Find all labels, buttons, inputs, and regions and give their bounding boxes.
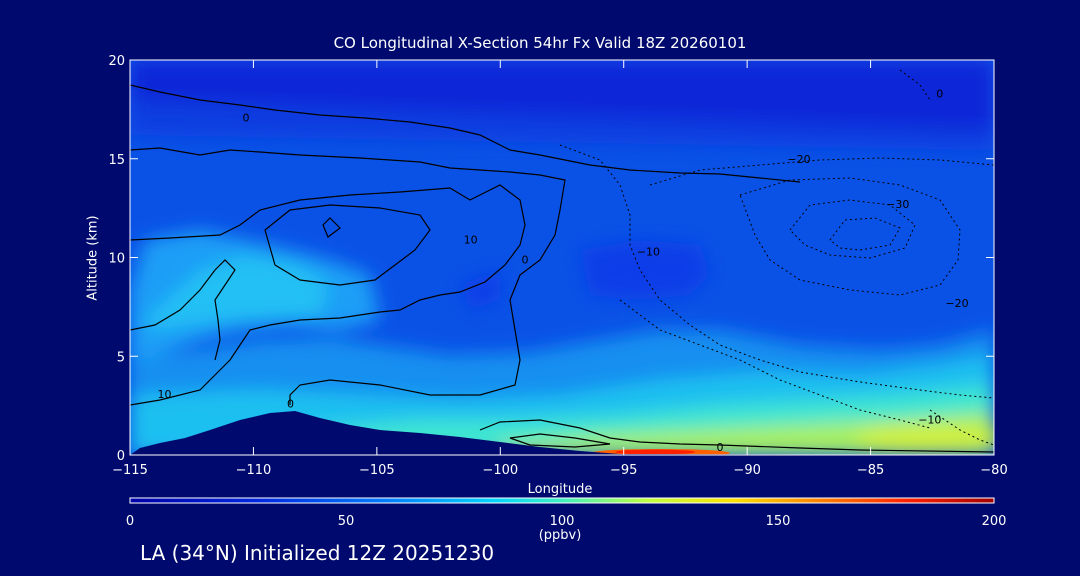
contour-label: 0 (716, 441, 723, 454)
contour-label: 0 (936, 88, 943, 101)
contour-low-inner (509, 433, 611, 448)
y-tick-label: 10 (108, 252, 125, 267)
contour-label: −20 (787, 153, 810, 166)
x-tick-label: −100 (482, 463, 518, 478)
footer-caption: LA (34°N) Initialized 12Z 20251230 (140, 541, 495, 565)
contour-label: 10 (158, 388, 172, 401)
y-tick-label: 5 (117, 350, 125, 365)
x-axis-label: Longitude (527, 482, 593, 497)
contour-label: −10 (637, 246, 660, 259)
negative-contours (559, 69, 994, 446)
x-tick-label: −95 (610, 463, 637, 478)
contour-lines (130, 84, 994, 453)
colorbar-tick-label: 150 (766, 514, 791, 529)
x-tick-label: −115 (112, 463, 148, 478)
contour-label: −10 (918, 413, 941, 426)
contour-labels: 0 10 0 10 0 −10 −20 −30 −20 −10 0 0 (158, 88, 969, 455)
contour-zero-mid (130, 147, 566, 405)
contour-label: 0 (243, 111, 250, 124)
contour-label: −30 (886, 198, 909, 211)
x-tick-label: −85 (857, 463, 884, 478)
contour-left-bulge (130, 259, 236, 361)
y-tick-label: 15 (108, 153, 125, 168)
colorbar (129, 497, 995, 504)
contour-low-loop (479, 419, 994, 453)
contour-label: −20 (945, 297, 968, 310)
colorbar-tick-label: 200 (982, 514, 1007, 529)
chart-title: CO Longitudinal X-Section 54hr Fx Valid … (333, 34, 747, 52)
contour-ten (130, 184, 526, 406)
colorbar-unit: (ppbv) (538, 528, 582, 543)
colorbar-ticks: 0 50 100 150 200 (126, 514, 1007, 529)
contour-ten-inner (264, 204, 431, 286)
x-tick-label: −105 (359, 463, 395, 478)
y-axis-label: Altitude (km) (85, 215, 101, 301)
contour-label: 10 (464, 234, 478, 247)
y-tick-label: 20 (108, 54, 125, 69)
x-tick-label: −110 (236, 463, 272, 478)
colorbar-tick-label: 100 (550, 514, 575, 529)
colorbar-tick-label: 0 (126, 514, 134, 529)
colorbar-tick-label: 50 (338, 514, 355, 529)
contour-label: 0 (521, 253, 528, 266)
co-concentration-field (130, 60, 994, 455)
y-tick-label: 0 (117, 449, 125, 464)
contour-small-loop (322, 217, 341, 238)
contour-label: 0 (287, 398, 294, 411)
x-tick-label: −80 (980, 463, 1007, 478)
contour-zero-upper (130, 84, 801, 183)
x-tick-label: −90 (733, 463, 760, 478)
